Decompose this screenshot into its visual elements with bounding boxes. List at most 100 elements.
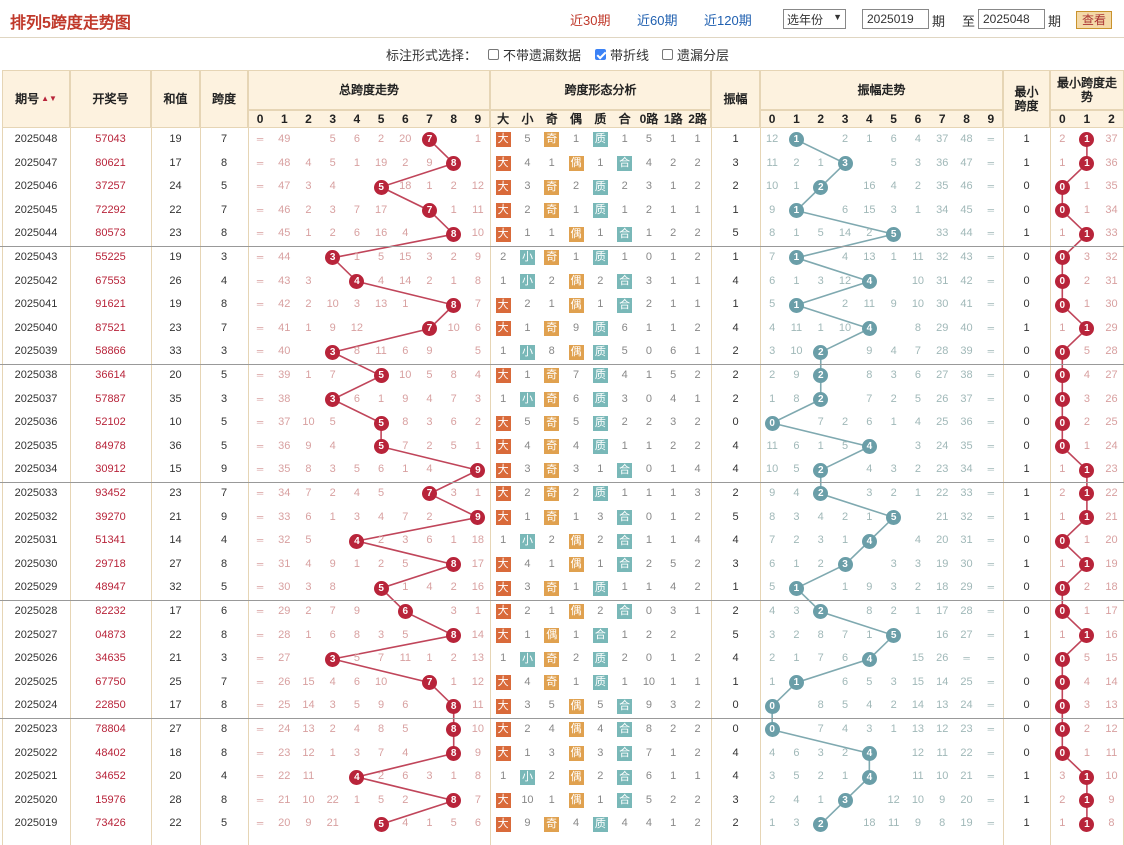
span-cell: 4 <box>220 770 228 783</box>
draw-number-cell: 04873 <box>95 628 126 641</box>
option-no-miss[interactable]: 不带遗漏数据 <box>488 45 581 64</box>
shape-miss: 6 <box>572 392 580 405</box>
draw-number-cell: 34652 <box>95 770 126 783</box>
span-miss: 21 <box>326 817 339 830</box>
min-miss: 23 <box>1105 463 1118 476</box>
amp-miss: 2 <box>866 227 873 240</box>
amp-miss: 6 <box>793 746 800 759</box>
sum-cell: 25 <box>169 675 182 688</box>
amp-miss: 3 <box>890 581 897 594</box>
from-issue-input[interactable]: 2025019 <box>862 9 929 29</box>
checkbox-checked-icon[interactable] <box>595 49 606 60</box>
amp-miss: 23 <box>960 723 973 735</box>
span-miss: 26 <box>278 675 291 688</box>
amp-miss: 15 <box>911 652 925 665</box>
min-span-cell: 0 <box>1023 416 1030 429</box>
amp-ball: 1 <box>788 675 804 691</box>
span-cell: 8 <box>220 628 228 641</box>
amp-miss: 8 <box>793 392 800 405</box>
shape-miss: 3 <box>621 392 628 405</box>
span-miss: 7 <box>305 487 312 499</box>
shape-miss: 0 <box>645 392 652 405</box>
shape-tag: 质 <box>592 321 608 337</box>
shape-miss: 2 <box>645 628 652 641</box>
amp-miss: 2 <box>841 416 849 429</box>
issue-cell: 2025025 <box>14 675 58 688</box>
header-issue[interactable]: 期号 ▲▼ <box>2 70 70 128</box>
span-digit-header: 7 <box>426 112 433 126</box>
span-miss: 1 <box>426 180 433 193</box>
min-span-cell: 1 <box>1023 557 1030 570</box>
span-miss: 3 <box>353 298 360 311</box>
shape-miss: 2 <box>694 723 701 735</box>
shape-miss: 2 <box>621 180 628 193</box>
span-ball: 5 <box>373 179 389 195</box>
option-layer[interactable]: 遗漏分层 <box>662 45 729 64</box>
amp-miss: 11 <box>912 770 924 783</box>
amp-miss: 35 <box>936 180 949 193</box>
span-miss: 4 <box>402 227 409 240</box>
min-ball: 0 <box>1054 439 1070 455</box>
option-line[interactable]: 带折线 <box>595 45 649 64</box>
shape-miss: 2 <box>572 652 580 665</box>
min-miss: 2 <box>1059 487 1066 499</box>
shape-tag: 合 <box>617 793 633 809</box>
min-ball: 0 <box>1054 297 1070 313</box>
span-miss: ═ <box>256 771 264 782</box>
span-miss: 4 <box>353 723 360 735</box>
range-30-button[interactable]: 近30期 <box>570 13 611 28</box>
span-miss <box>393 317 417 341</box>
amp-miss: 5 <box>890 156 897 169</box>
shape-tag: 奇 <box>544 132 560 148</box>
sum-cell: 18 <box>169 746 182 759</box>
amp-miss: 2 <box>769 652 776 665</box>
issue-cell: 2025040 <box>14 321 58 334</box>
to-issue-input[interactable]: 2025048 <box>978 9 1045 29</box>
amp-miss: 2 <box>841 133 849 145</box>
min-miss: 1 <box>1083 439 1090 452</box>
shape-tag: 合 <box>617 297 633 313</box>
shape-tag: 大 <box>495 816 511 832</box>
checkbox-icon[interactable] <box>662 49 673 60</box>
shape-tag: 偶 <box>568 722 584 738</box>
amp-ball: 3 <box>837 557 853 573</box>
span-ball: 4 <box>349 533 365 549</box>
span-miss <box>369 600 393 624</box>
shape-tag: 偶 <box>544 627 560 643</box>
span-miss <box>417 789 441 813</box>
amp-miss: 4 <box>914 534 921 547</box>
amp-miss: 1 <box>890 416 897 429</box>
span-miss <box>321 529 345 553</box>
amp-miss: 46 <box>960 180 973 193</box>
sort-icon[interactable]: ▲▼ <box>41 94 57 103</box>
span-ball: 8 <box>446 793 462 809</box>
year-select[interactable]: 选年份 ▼ <box>783 9 846 29</box>
shape-miss: 7 <box>645 746 652 759</box>
span-miss: 10 <box>471 723 485 735</box>
shape-tag: 奇 <box>544 391 560 407</box>
amp-ball: 4 <box>861 273 877 289</box>
span-miss: ═ <box>256 724 264 734</box>
shape-tag: 奇 <box>544 816 560 832</box>
checkbox-icon[interactable] <box>488 49 499 60</box>
shape-miss: 1 <box>597 793 604 806</box>
draw-number-cell: 51341 <box>95 534 126 547</box>
query-button[interactable]: 查看 <box>1076 11 1112 29</box>
amp-miss: 5 <box>793 770 800 783</box>
min-miss: 1 <box>1083 180 1090 193</box>
amp-miss: 11 <box>887 817 900 830</box>
amp-miss: 21 <box>960 770 973 783</box>
amp-miss: 7 <box>841 628 849 641</box>
span-miss: 3 <box>353 746 360 759</box>
shape-tag: 小 <box>519 533 535 549</box>
span-miss: 9 <box>378 699 385 712</box>
amp-miss: 1 <box>914 605 921 617</box>
min-miss: 37 <box>1105 133 1118 145</box>
span-cell: 8 <box>220 227 228 240</box>
range-60-button[interactable]: 近60期 <box>637 13 678 28</box>
range-120-button[interactable]: 近120期 <box>704 13 752 28</box>
amp-miss: 17 <box>936 605 949 617</box>
shape-tag: 大 <box>495 321 511 337</box>
amp-miss: 24 <box>960 699 973 712</box>
min-miss: 33 <box>1105 227 1118 240</box>
